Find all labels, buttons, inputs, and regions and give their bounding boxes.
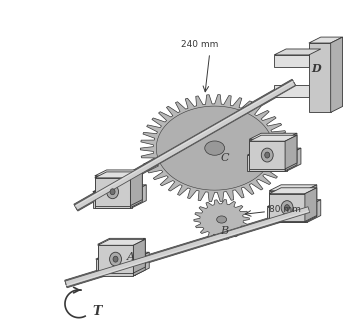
Polygon shape bbox=[135, 252, 149, 275]
Polygon shape bbox=[98, 244, 133, 276]
Polygon shape bbox=[156, 106, 273, 190]
Polygon shape bbox=[309, 37, 343, 43]
Text: 80 mm: 80 mm bbox=[269, 205, 301, 214]
Polygon shape bbox=[307, 200, 321, 223]
Ellipse shape bbox=[261, 148, 273, 162]
Polygon shape bbox=[130, 170, 142, 208]
Polygon shape bbox=[130, 172, 142, 206]
Polygon shape bbox=[95, 176, 130, 208]
Text: A: A bbox=[126, 252, 135, 262]
Polygon shape bbox=[95, 172, 142, 178]
Polygon shape bbox=[74, 79, 296, 211]
Ellipse shape bbox=[113, 257, 118, 263]
Polygon shape bbox=[96, 252, 149, 259]
Polygon shape bbox=[247, 155, 287, 171]
Polygon shape bbox=[331, 37, 343, 112]
Polygon shape bbox=[95, 170, 142, 176]
Ellipse shape bbox=[110, 253, 121, 267]
Polygon shape bbox=[140, 95, 289, 202]
Ellipse shape bbox=[281, 201, 293, 214]
Text: T: T bbox=[92, 305, 101, 318]
Polygon shape bbox=[75, 80, 295, 210]
Polygon shape bbox=[95, 178, 130, 206]
Polygon shape bbox=[267, 200, 321, 207]
Polygon shape bbox=[305, 185, 317, 223]
Polygon shape bbox=[96, 259, 135, 275]
Ellipse shape bbox=[265, 152, 270, 158]
Polygon shape bbox=[93, 185, 146, 192]
Ellipse shape bbox=[285, 204, 290, 210]
Polygon shape bbox=[269, 191, 305, 223]
Polygon shape bbox=[285, 133, 297, 171]
Polygon shape bbox=[274, 49, 321, 55]
Ellipse shape bbox=[110, 252, 121, 266]
Polygon shape bbox=[269, 185, 317, 191]
Polygon shape bbox=[274, 55, 309, 67]
Polygon shape bbox=[98, 239, 145, 245]
Polygon shape bbox=[305, 188, 317, 222]
Polygon shape bbox=[65, 206, 310, 288]
Polygon shape bbox=[267, 207, 307, 223]
Polygon shape bbox=[133, 239, 145, 273]
Polygon shape bbox=[65, 207, 310, 287]
Text: 240 mm: 240 mm bbox=[181, 40, 218, 49]
Polygon shape bbox=[287, 148, 301, 171]
Polygon shape bbox=[249, 139, 285, 171]
Ellipse shape bbox=[217, 216, 226, 223]
Polygon shape bbox=[133, 238, 145, 276]
Polygon shape bbox=[285, 135, 297, 169]
Polygon shape bbox=[269, 188, 317, 194]
Polygon shape bbox=[65, 206, 310, 287]
Ellipse shape bbox=[261, 148, 273, 162]
Polygon shape bbox=[309, 43, 331, 112]
Text: D: D bbox=[311, 63, 321, 74]
Polygon shape bbox=[132, 185, 146, 208]
Polygon shape bbox=[269, 194, 305, 222]
Ellipse shape bbox=[106, 185, 119, 199]
Ellipse shape bbox=[113, 256, 118, 262]
Ellipse shape bbox=[110, 189, 115, 195]
Ellipse shape bbox=[265, 152, 270, 158]
Text: B: B bbox=[220, 226, 229, 237]
Ellipse shape bbox=[110, 189, 115, 195]
Polygon shape bbox=[98, 238, 145, 244]
Polygon shape bbox=[247, 148, 301, 155]
Polygon shape bbox=[249, 135, 297, 141]
Text: C: C bbox=[220, 153, 229, 163]
Polygon shape bbox=[274, 85, 309, 97]
Polygon shape bbox=[98, 245, 133, 273]
Polygon shape bbox=[249, 133, 297, 139]
Polygon shape bbox=[194, 200, 249, 239]
Polygon shape bbox=[74, 80, 296, 211]
Ellipse shape bbox=[281, 200, 293, 214]
Ellipse shape bbox=[106, 185, 119, 199]
Polygon shape bbox=[249, 141, 285, 169]
Ellipse shape bbox=[285, 205, 290, 211]
Ellipse shape bbox=[205, 141, 225, 155]
Polygon shape bbox=[93, 192, 132, 208]
